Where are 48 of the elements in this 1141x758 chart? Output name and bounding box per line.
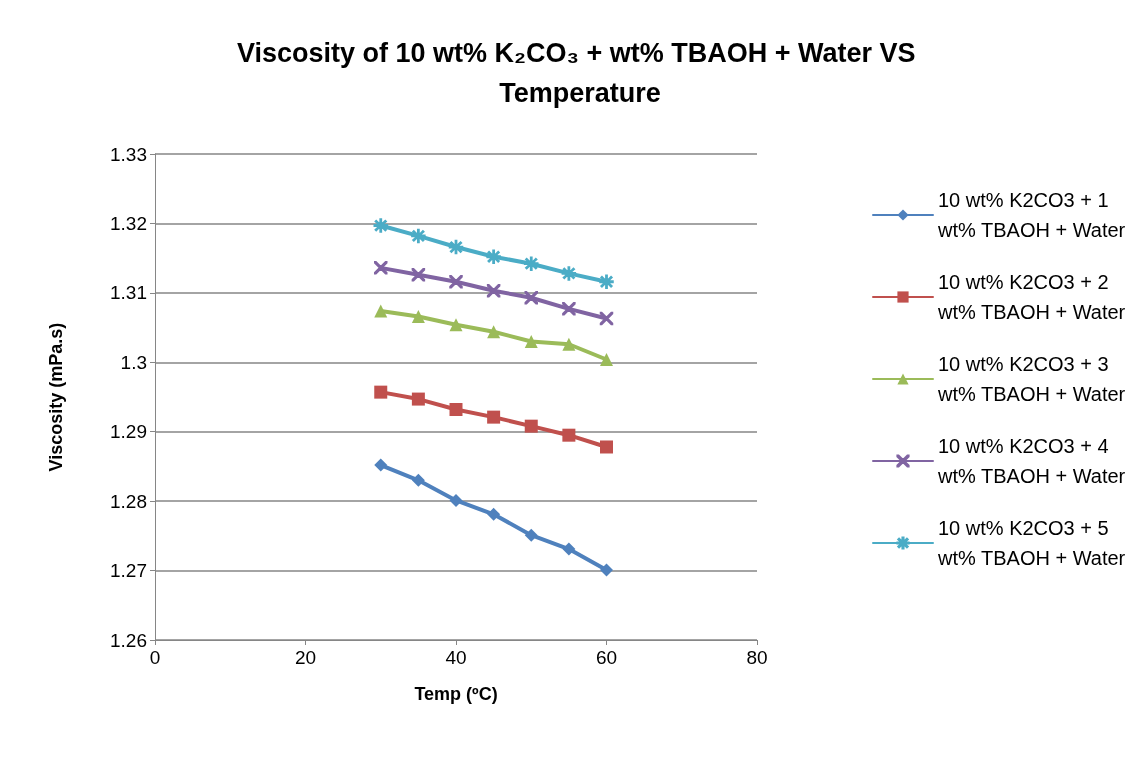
y-tick-label: 1.28 <box>110 490 147 512</box>
y-tick-label: 1.31 <box>110 282 147 304</box>
y-axis-title: Viscosity (mPa.s) <box>46 322 66 472</box>
point <box>524 419 538 433</box>
point <box>374 458 388 472</box>
point <box>487 325 501 339</box>
point <box>374 385 388 399</box>
point <box>562 428 576 442</box>
point <box>599 274 614 289</box>
legend-label: 10 wt% K2CO3 + 4 wt% TBAOH + Water <box>937 435 1126 487</box>
x-axis-title: Temp (ºC) <box>414 684 498 704</box>
point <box>524 528 538 542</box>
y-tick-label: 1.26 <box>110 629 147 651</box>
point <box>486 249 501 264</box>
point <box>562 542 576 556</box>
point <box>449 403 463 416</box>
legend-label: 10 wt% K2CO3 + 1 wt% TBAOH + Water <box>937 189 1126 241</box>
point <box>524 334 538 348</box>
y-tick-label: 1.29 <box>110 421 147 443</box>
y-tick-label: 1.32 <box>110 212 147 234</box>
point <box>411 473 425 487</box>
y-tick-label: 1.27 <box>110 560 147 582</box>
y-tick-label: 1.3 <box>120 351 147 373</box>
point <box>561 266 577 281</box>
y-tick-label: 1.33 <box>110 143 147 165</box>
chart-title: Viscosity of 10 wt% K₂CO₃ + wt% TBAOH + Water VS Temperature <box>236 38 924 108</box>
x-tick-label: 0 <box>149 647 161 668</box>
point <box>487 410 501 424</box>
point <box>487 507 501 521</box>
point <box>411 228 426 244</box>
legend-label: 10 wt% K2CO3 + 5 wt% TBAOH + Water <box>937 517 1126 569</box>
x-tick-label: 80 <box>746 647 768 668</box>
point <box>449 318 463 332</box>
point <box>449 493 463 507</box>
point <box>411 392 425 406</box>
point <box>600 440 613 454</box>
point <box>600 353 613 367</box>
x-tick-label: 60 <box>595 647 618 668</box>
legend-label: 10 wt% K2CO3 + 2 wt% TBAOH + Water <box>937 271 1126 323</box>
x-tick-label: 40 <box>445 647 467 668</box>
point <box>411 309 425 323</box>
x-tick-label: 20 <box>294 647 317 668</box>
point <box>374 304 388 318</box>
point <box>373 218 388 233</box>
point <box>562 337 576 351</box>
legend-label: 10 wt% K2CO3 + 3 wt% TBAOH + Water <box>937 353 1126 405</box>
point <box>600 563 613 577</box>
point <box>524 256 539 271</box>
